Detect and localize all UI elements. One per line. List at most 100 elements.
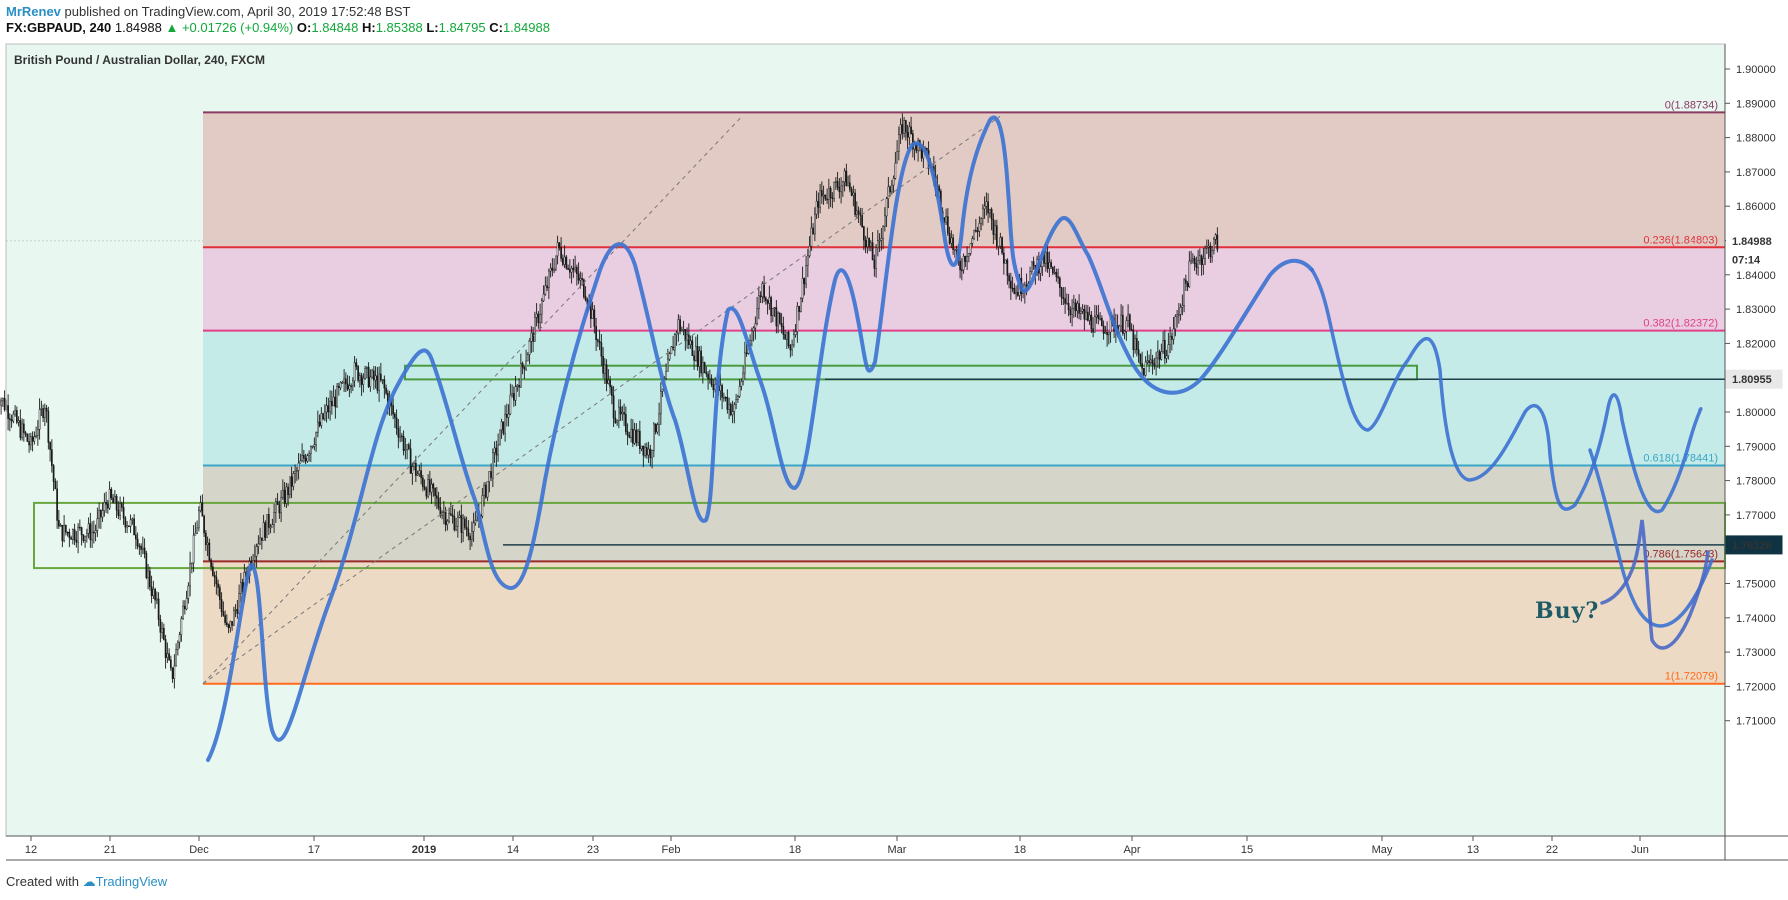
- candle-body: [434, 487, 436, 496]
- tradingview-logo-icon[interactable]: ☁: [82, 874, 96, 889]
- candle-body: [618, 406, 620, 422]
- candle-body: [65, 524, 67, 533]
- y-tick-label: 1.71000: [1736, 716, 1776, 728]
- candle-body: [864, 239, 867, 248]
- candle-body: [152, 589, 155, 596]
- candle-body: [955, 249, 958, 251]
- y-tick-label: 1.86000: [1736, 201, 1776, 213]
- candle-body: [873, 259, 876, 269]
- candle-body: [537, 313, 540, 323]
- trend-line: [202, 115, 743, 685]
- candle-body: [1172, 328, 1175, 340]
- candle-body: [612, 395, 615, 419]
- candle-body: [210, 559, 212, 567]
- candle-body: [257, 543, 260, 547]
- candle-body: [198, 510, 200, 529]
- candle-body: [597, 339, 599, 342]
- candle-body: [173, 665, 176, 679]
- candle-body: [101, 510, 104, 518]
- fib-zones: 0(1.88734) 0.236(1.84803) 0.382(1.82372) 0.…: [203, 99, 1725, 685]
- candle-body: [976, 230, 979, 233]
- price-marker-box: [1725, 535, 1783, 555]
- candle-body: [777, 313, 779, 327]
- candle-body: [504, 413, 506, 434]
- candle-body: [768, 297, 771, 304]
- candle-body: [79, 526, 81, 529]
- candle-body: [458, 515, 461, 518]
- wave-drawing: [1588, 448, 1714, 628]
- candle-body: [439, 507, 442, 516]
- candle-body: [283, 489, 286, 504]
- candle-body: [131, 518, 134, 521]
- candle-body: [129, 519, 132, 527]
- candle-body: [9, 418, 11, 420]
- candle-body: [107, 504, 109, 509]
- candle-body: [819, 190, 821, 208]
- candle-body: [184, 605, 186, 610]
- candle-body: [374, 375, 377, 381]
- candle-body: [670, 346, 673, 355]
- x-tick-label: 23: [587, 844, 599, 856]
- candle-body: [558, 242, 561, 248]
- candle-body: [1167, 344, 1170, 357]
- footer: Created with ☁TradingView: [6, 874, 167, 890]
- candle-body: [584, 296, 587, 301]
- candle-body: [170, 659, 172, 669]
- candle-body: [745, 352, 748, 355]
- x-tick-label: 18: [789, 844, 801, 856]
- candle-body: [549, 267, 552, 272]
- candle-body: [42, 408, 44, 418]
- candle-body: [469, 535, 471, 540]
- candle-body: [301, 454, 303, 462]
- candle-body: [1213, 239, 1215, 251]
- candle-body: [108, 488, 111, 509]
- candle-body: [665, 371, 667, 379]
- candle-body: [226, 622, 228, 625]
- candle-body: [308, 453, 310, 456]
- candle-body: [1078, 303, 1080, 314]
- candle-body: [751, 330, 753, 341]
- fib-zone: [203, 330, 1725, 466]
- candle-body: [892, 178, 895, 186]
- candle-body: [366, 366, 368, 369]
- x-tick-label: 21: [104, 844, 116, 856]
- candle-body: [26, 434, 29, 442]
- tradingview-brand[interactable]: TradingView: [95, 874, 168, 889]
- price-marker-box: [1726, 250, 1782, 269]
- candle-body: [84, 535, 86, 541]
- candle-body: [1214, 234, 1217, 240]
- candle-body: [1155, 357, 1157, 367]
- candle-body: [553, 268, 555, 271]
- candle-body: [89, 523, 92, 541]
- candle-body: [731, 411, 734, 416]
- candle-body: [429, 479, 431, 493]
- candle-body: [40, 408, 43, 410]
- candle-body: [313, 444, 316, 447]
- candle-body: [166, 653, 169, 658]
- candle-body: [509, 394, 512, 415]
- candle-body: [348, 385, 351, 390]
- candle-body: [213, 575, 216, 578]
- candle-body: [261, 537, 263, 541]
- price-marker-box: [1726, 231, 1782, 250]
- candle-body: [52, 465, 55, 482]
- candle-body: [177, 641, 179, 650]
- candle-body: [884, 215, 886, 227]
- candle-body: [220, 599, 223, 613]
- candle-body: [35, 435, 37, 437]
- candle-body: [520, 363, 522, 388]
- fib-level-label: 0.382(1.82372): [1643, 318, 1718, 330]
- candle-body: [1206, 246, 1208, 249]
- candle-body: [591, 309, 594, 319]
- y-tick-label: 1.89000: [1736, 98, 1776, 110]
- candle-body: [691, 340, 694, 356]
- price-marker-label: 1.84988: [1732, 236, 1772, 248]
- candle-body: [294, 470, 296, 474]
- candle-body: [791, 344, 793, 351]
- candle-body: [674, 334, 676, 351]
- candle-body: [1141, 363, 1143, 369]
- candle-body: [502, 421, 505, 434]
- author-link[interactable]: MrRenev: [6, 4, 61, 19]
- candle-body: [829, 188, 832, 198]
